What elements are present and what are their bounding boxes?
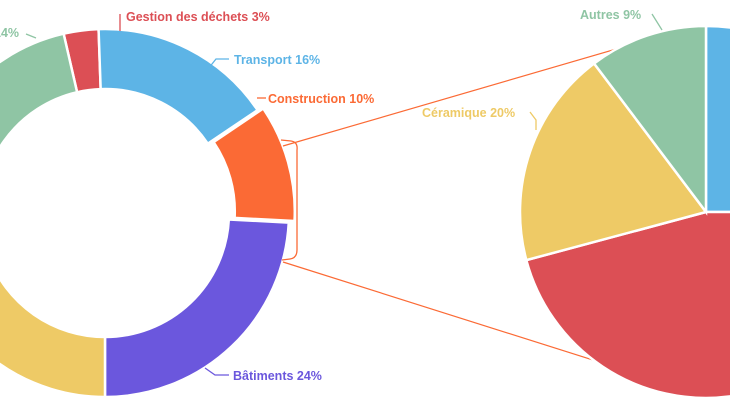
leader-line-batiments-24 [204, 367, 229, 376]
segment-labels: Gestion des déchets 3% Transport 16% Const… [0, 8, 663, 383]
leader-line-ceramique-20 [529, 111, 537, 130]
pie-segment-autres-9 [592, 24, 708, 216]
pie-segment-unlabeled-1 [524, 210, 730, 400]
label-gestion-des-dechets-3: Gestion des déchets 3% [126, 10, 270, 24]
leader-line-autres-9 [651, 13, 663, 31]
donut-segment-unlabeled-4 [0, 276, 107, 399]
pie-segment-ceramique-20 [518, 61, 709, 262]
label-ceramique-20: Céramique 20% [422, 106, 515, 120]
label-batiments-24: Bâtiments 24% [233, 369, 322, 383]
donut-chart [0, 27, 298, 399]
label-transport-16: Transport 16% [234, 53, 320, 67]
label-construction-10: Construction 10% [268, 92, 374, 106]
donut-segment-transport-16 [97, 27, 260, 146]
highlight-bracket [280, 139, 298, 261]
zoom-connector-top [282, 33, 669, 147]
detail-pie-chart [518, 24, 730, 400]
pie-segment-unlabeled-0 [704, 24, 730, 214]
leader-line-14 [25, 33, 37, 39]
leader-line-transport-16 [207, 58, 229, 70]
donut-segment-14 [0, 32, 79, 150]
label-14: 14% [0, 26, 19, 40]
donut-segment-construction-10 [211, 106, 297, 223]
label-autres-9: Autres 9% [580, 8, 641, 22]
